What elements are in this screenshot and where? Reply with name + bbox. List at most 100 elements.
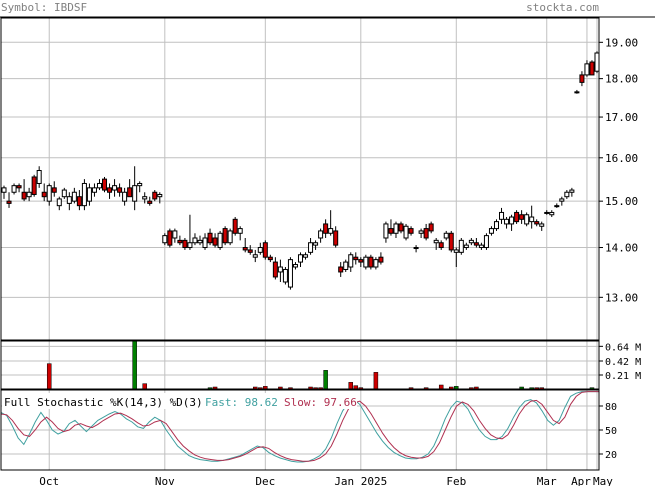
candle bbox=[217, 230, 223, 250]
candle bbox=[76, 190, 82, 211]
candle bbox=[493, 219, 500, 231]
candle bbox=[358, 257, 364, 268]
candle-body bbox=[443, 232, 449, 239]
candle-body bbox=[51, 187, 57, 193]
candle bbox=[197, 235, 203, 246]
candle-body bbox=[132, 185, 138, 202]
candle bbox=[448, 230, 454, 253]
stoch-slow-label: Slow: 97.66 bbox=[284, 396, 357, 409]
candle bbox=[318, 228, 324, 243]
candle-body bbox=[282, 268, 288, 283]
candle-body bbox=[96, 182, 102, 189]
candle-body bbox=[589, 61, 595, 76]
candle bbox=[559, 196, 565, 206]
candle-body bbox=[11, 185, 17, 193]
candle-body bbox=[544, 211, 550, 214]
stoch-title: Full Stochastic %K(14,3) %D(3) bbox=[4, 396, 203, 409]
candle bbox=[137, 181, 143, 193]
candle-body bbox=[242, 247, 248, 251]
candle-body bbox=[232, 218, 238, 234]
candle-body bbox=[569, 189, 575, 193]
site-label[interactable]: stockta.com bbox=[526, 1, 599, 14]
candle bbox=[398, 221, 404, 234]
candle-body bbox=[413, 247, 419, 250]
candle-body bbox=[91, 187, 97, 193]
candle bbox=[574, 89, 580, 94]
candle-body bbox=[519, 214, 525, 220]
x-tick-label: Mar bbox=[537, 475, 557, 486]
candle-body bbox=[227, 230, 233, 244]
candle bbox=[368, 254, 374, 270]
candle-body bbox=[418, 230, 424, 234]
volume-tick-label: 0.42 M bbox=[605, 357, 641, 368]
candle bbox=[549, 210, 555, 218]
candle-body bbox=[71, 191, 77, 202]
volume-panel bbox=[0, 340, 600, 390]
candle-body bbox=[403, 225, 409, 239]
candle bbox=[66, 192, 72, 211]
candle bbox=[11, 183, 17, 195]
candle bbox=[232, 217, 238, 236]
candle bbox=[91, 183, 97, 197]
candle bbox=[428, 221, 434, 234]
candle bbox=[142, 192, 148, 204]
candle bbox=[353, 252, 359, 265]
candle-body bbox=[177, 239, 183, 244]
candle-body bbox=[152, 191, 158, 200]
candle bbox=[584, 60, 590, 77]
candle bbox=[564, 190, 570, 199]
price-tick-label: 13.00 bbox=[605, 291, 638, 304]
candle bbox=[212, 233, 218, 248]
candle-body bbox=[539, 223, 545, 227]
candle-body bbox=[383, 223, 389, 239]
candle-body bbox=[488, 228, 494, 234]
candle-body bbox=[303, 254, 309, 258]
candle bbox=[41, 183, 47, 202]
candle bbox=[519, 210, 525, 224]
candle bbox=[177, 235, 183, 246]
candle bbox=[152, 190, 158, 202]
price-tick-label: 17.00 bbox=[605, 111, 638, 124]
candle-body bbox=[61, 189, 67, 198]
candle-body bbox=[318, 230, 324, 239]
candle-body bbox=[338, 266, 344, 273]
candle-body bbox=[212, 237, 218, 246]
candle-body bbox=[333, 230, 339, 246]
candle bbox=[418, 228, 424, 238]
candle-body bbox=[101, 178, 108, 191]
candle-body bbox=[584, 63, 590, 76]
candle bbox=[147, 196, 153, 206]
candle bbox=[478, 242, 484, 250]
candle-body bbox=[408, 228, 414, 234]
symbol-label: Symbol: IBDSF bbox=[1, 1, 88, 14]
candle-body bbox=[162, 235, 168, 244]
candle-body bbox=[26, 191, 32, 198]
candle-body bbox=[142, 196, 148, 200]
candle-body bbox=[56, 198, 62, 207]
x-tick-label: Feb bbox=[446, 475, 466, 486]
stoch-legend-bg bbox=[2, 393, 357, 409]
candle-body bbox=[509, 216, 515, 225]
candle-body bbox=[514, 211, 520, 223]
candle bbox=[132, 166, 138, 211]
candle-body bbox=[554, 205, 560, 208]
candle bbox=[373, 257, 379, 270]
candle bbox=[107, 183, 113, 199]
candle bbox=[96, 179, 102, 191]
candle bbox=[403, 223, 409, 241]
candle bbox=[252, 249, 258, 263]
candle-body bbox=[81, 182, 87, 207]
stoch-fast-label: Fast: 98.62 bbox=[205, 396, 278, 409]
candle bbox=[127, 179, 133, 198]
volume-bar bbox=[348, 382, 354, 390]
candle-body bbox=[473, 242, 479, 246]
volume-bar bbox=[46, 363, 52, 390]
price-tick-label: 15.00 bbox=[605, 195, 638, 208]
candle-body bbox=[287, 259, 293, 288]
candle bbox=[282, 267, 288, 285]
candle-body bbox=[262, 242, 268, 258]
candle-body bbox=[423, 228, 429, 239]
candle bbox=[433, 237, 439, 250]
candle-body bbox=[328, 228, 334, 234]
candle bbox=[509, 214, 515, 231]
